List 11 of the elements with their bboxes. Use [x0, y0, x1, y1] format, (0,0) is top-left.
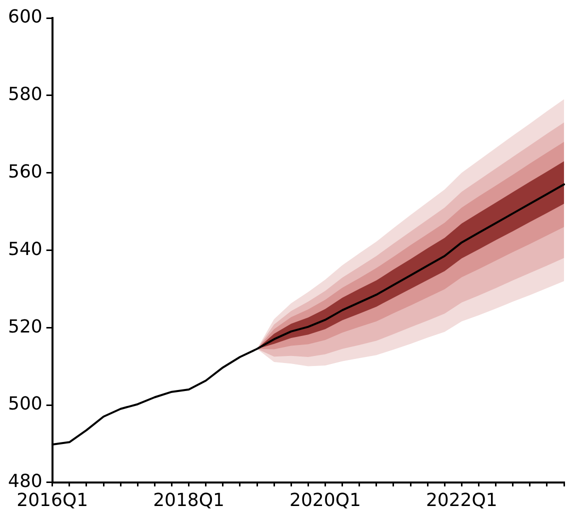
y-tick-label: 600 [8, 6, 42, 28]
y-tick-label: 560 [8, 161, 42, 182]
y-tick-label: 540 [8, 238, 42, 260]
x-tick-label: 2020Q1 [290, 490, 361, 511]
y-tick-label: 520 [8, 316, 42, 338]
y-tick-label: 500 [8, 394, 42, 415]
y-tick-label: 480 [8, 471, 42, 492]
y-tick-label: 580 [8, 84, 42, 106]
x-tick-label: 2016Q1 [16, 490, 88, 511]
x-tick-label: 2018Q1 [153, 490, 225, 511]
x-tick-label: 2022Q1 [426, 490, 498, 511]
